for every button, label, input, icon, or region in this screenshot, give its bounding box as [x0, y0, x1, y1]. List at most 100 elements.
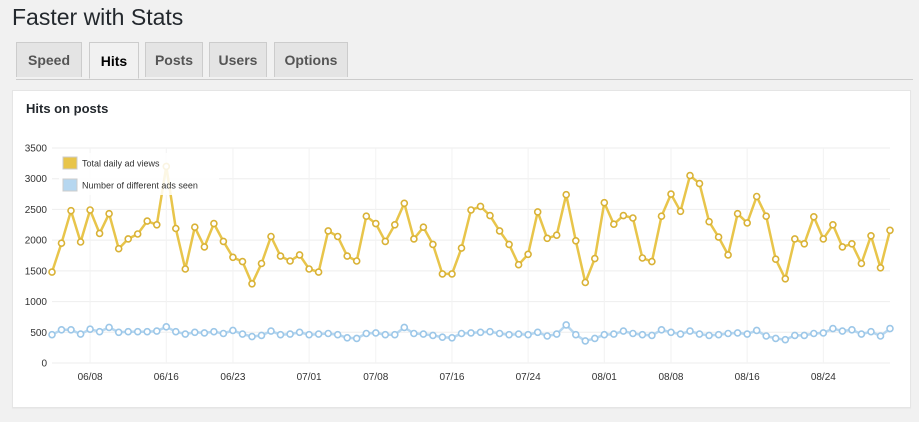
- data-point-views[interactable]: [819, 235, 828, 243]
- tab-speed[interactable]: Speed: [16, 42, 82, 77]
- data-point-views[interactable]: [724, 251, 732, 259]
- data-point-ads[interactable]: [48, 330, 56, 339]
- data-point-ads[interactable]: [829, 324, 837, 333]
- data-point-views[interactable]: [143, 217, 151, 225]
- data-point-views[interactable]: [543, 234, 552, 243]
- data-point-views[interactable]: [219, 237, 228, 246]
- data-point-views[interactable]: [438, 270, 447, 278]
- data-point-views[interactable]: [333, 232, 342, 241]
- data-point-views[interactable]: [267, 232, 275, 241]
- data-point-views[interactable]: [305, 265, 313, 273]
- data-point-ads[interactable]: [333, 330, 342, 339]
- data-point-ads[interactable]: [229, 326, 237, 335]
- data-point-ads[interactable]: [886, 324, 894, 333]
- data-point-ads[interactable]: [410, 329, 418, 338]
- data-point-views[interactable]: [695, 179, 704, 188]
- data-point-ads[interactable]: [400, 323, 409, 332]
- data-point-views[interactable]: [876, 264, 885, 272]
- data-point-ads[interactable]: [562, 321, 571, 329]
- data-point-ads[interactable]: [191, 328, 199, 337]
- data-point-ads[interactable]: [276, 330, 285, 339]
- tab-users[interactable]: Users: [209, 42, 267, 77]
- data-point-ads[interactable]: [133, 327, 142, 336]
- data-point-views[interactable]: [324, 227, 333, 235]
- data-point-views[interactable]: [172, 224, 180, 233]
- data-point-ads[interactable]: [752, 326, 761, 335]
- data-point-ads[interactable]: [105, 323, 113, 332]
- data-point-views[interactable]: [533, 208, 542, 216]
- data-point-ads[interactable]: [638, 330, 647, 339]
- data-point-ads[interactable]: [257, 331, 266, 340]
- data-point-views[interactable]: [76, 238, 85, 246]
- data-point-ads[interactable]: [352, 334, 361, 343]
- tab-options[interactable]: Options: [274, 42, 348, 77]
- data-point-ads[interactable]: [781, 335, 790, 344]
- data-point-ads[interactable]: [543, 332, 552, 340]
- data-point-ads[interactable]: [295, 328, 304, 337]
- data-point-views[interactable]: [229, 253, 237, 262]
- data-point-views[interactable]: [667, 190, 675, 198]
- data-point-views[interactable]: [600, 198, 609, 207]
- data-point-views[interactable]: [486, 211, 494, 220]
- data-point-ads[interactable]: [619, 327, 628, 335]
- data-point-views[interactable]: [238, 257, 247, 266]
- data-point-ads[interactable]: [114, 328, 123, 337]
- tab-posts[interactable]: Posts: [145, 42, 203, 77]
- data-point-ads[interactable]: [238, 330, 247, 338]
- data-point-ads[interactable]: [790, 331, 799, 340]
- data-point-ads[interactable]: [762, 332, 771, 340]
- data-point-ads[interactable]: [771, 334, 780, 343]
- data-point-ads[interactable]: [162, 323, 171, 331]
- data-point-ads[interactable]: [514, 330, 523, 338]
- data-point-ads[interactable]: [524, 330, 532, 339]
- data-point-views[interactable]: [248, 280, 256, 288]
- data-point-views[interactable]: [191, 223, 199, 231]
- data-point-views[interactable]: [800, 240, 809, 248]
- data-point-views[interactable]: [124, 235, 132, 243]
- data-point-views[interactable]: [352, 257, 361, 265]
- data-point-ads[interactable]: [429, 331, 437, 340]
- data-point-views[interactable]: [524, 250, 532, 259]
- data-point-views[interactable]: [867, 232, 875, 240]
- data-point-views[interactable]: [676, 207, 685, 216]
- tab-hits[interactable]: Hits: [89, 42, 139, 79]
- data-point-views[interactable]: [571, 237, 580, 245]
- data-point-views[interactable]: [467, 206, 475, 214]
- data-point-ads[interactable]: [800, 331, 809, 340]
- data-point-ads[interactable]: [686, 327, 694, 335]
- data-point-views[interactable]: [829, 221, 837, 229]
- data-point-ads[interactable]: [476, 328, 485, 337]
- data-point-views[interactable]: [552, 231, 561, 239]
- data-point-ads[interactable]: [124, 327, 132, 336]
- data-point-ads[interactable]: [838, 327, 847, 335]
- data-point-views[interactable]: [476, 202, 485, 211]
- data-point-views[interactable]: [762, 212, 771, 220]
- data-point-views[interactable]: [153, 221, 161, 229]
- data-point-ads[interactable]: [381, 330, 390, 339]
- data-point-views[interactable]: [619, 211, 628, 220]
- data-point-views[interactable]: [752, 192, 761, 201]
- data-point-views[interactable]: [295, 251, 304, 259]
- data-point-ads[interactable]: [286, 330, 294, 338]
- data-point-views[interactable]: [210, 219, 218, 228]
- data-point-ads[interactable]: [667, 328, 675, 337]
- data-point-ads[interactable]: [486, 327, 494, 336]
- data-point-views[interactable]: [657, 212, 666, 220]
- data-point-views[interactable]: [638, 254, 647, 262]
- data-point-views[interactable]: [410, 235, 418, 243]
- data-point-ads[interactable]: [95, 327, 104, 336]
- data-point-ads[interactable]: [343, 334, 352, 342]
- data-point-views[interactable]: [48, 268, 56, 276]
- data-point-ads[interactable]: [724, 329, 732, 338]
- data-point-views[interactable]: [381, 237, 390, 246]
- data-point-ads[interactable]: [76, 330, 85, 338]
- data-point-ads[interactable]: [657, 326, 666, 334]
- data-point-views[interactable]: [390, 221, 399, 229]
- data-point-ads[interactable]: [876, 332, 885, 340]
- data-point-views[interactable]: [705, 217, 713, 226]
- data-point-views[interactable]: [809, 213, 818, 221]
- data-point-views[interactable]: [200, 243, 209, 251]
- data-point-views[interactable]: [429, 240, 437, 249]
- data-point-views[interactable]: [781, 275, 790, 283]
- data-point-views[interactable]: [343, 252, 352, 260]
